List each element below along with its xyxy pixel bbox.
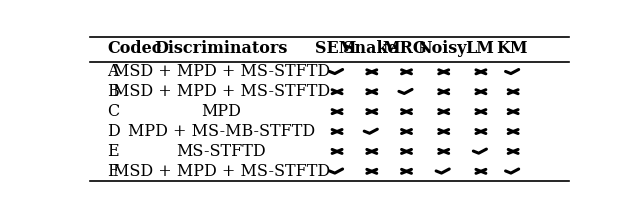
Text: B: B [108,83,119,100]
Text: MSD + MPD + MS-STFTD: MSD + MPD + MS-STFTD [113,83,330,100]
Text: KM: KM [496,40,527,57]
Text: Codec: Codec [108,40,162,57]
Text: A: A [108,63,119,80]
Text: Discriminators: Discriminators [155,40,288,57]
Text: MPD + MS-MB-STFTD: MPD + MS-MB-STFTD [128,123,315,140]
Text: MPD: MPD [202,103,241,120]
Text: C: C [108,103,120,120]
Text: SEM: SEM [315,40,356,57]
Text: LM: LM [465,40,493,57]
Text: E: E [108,143,119,160]
Text: D: D [108,123,120,140]
Text: MSD + MPD + MS-STFTD: MSD + MPD + MS-STFTD [113,163,330,180]
Text: Snake: Snake [343,40,397,57]
Text: MS-STFTD: MS-STFTD [177,143,266,160]
Text: Noisy: Noisy [417,40,467,57]
Text: F: F [108,163,118,180]
Text: MRG: MRG [383,40,427,57]
Text: MSD + MPD + MS-STFTD: MSD + MPD + MS-STFTD [113,63,330,80]
